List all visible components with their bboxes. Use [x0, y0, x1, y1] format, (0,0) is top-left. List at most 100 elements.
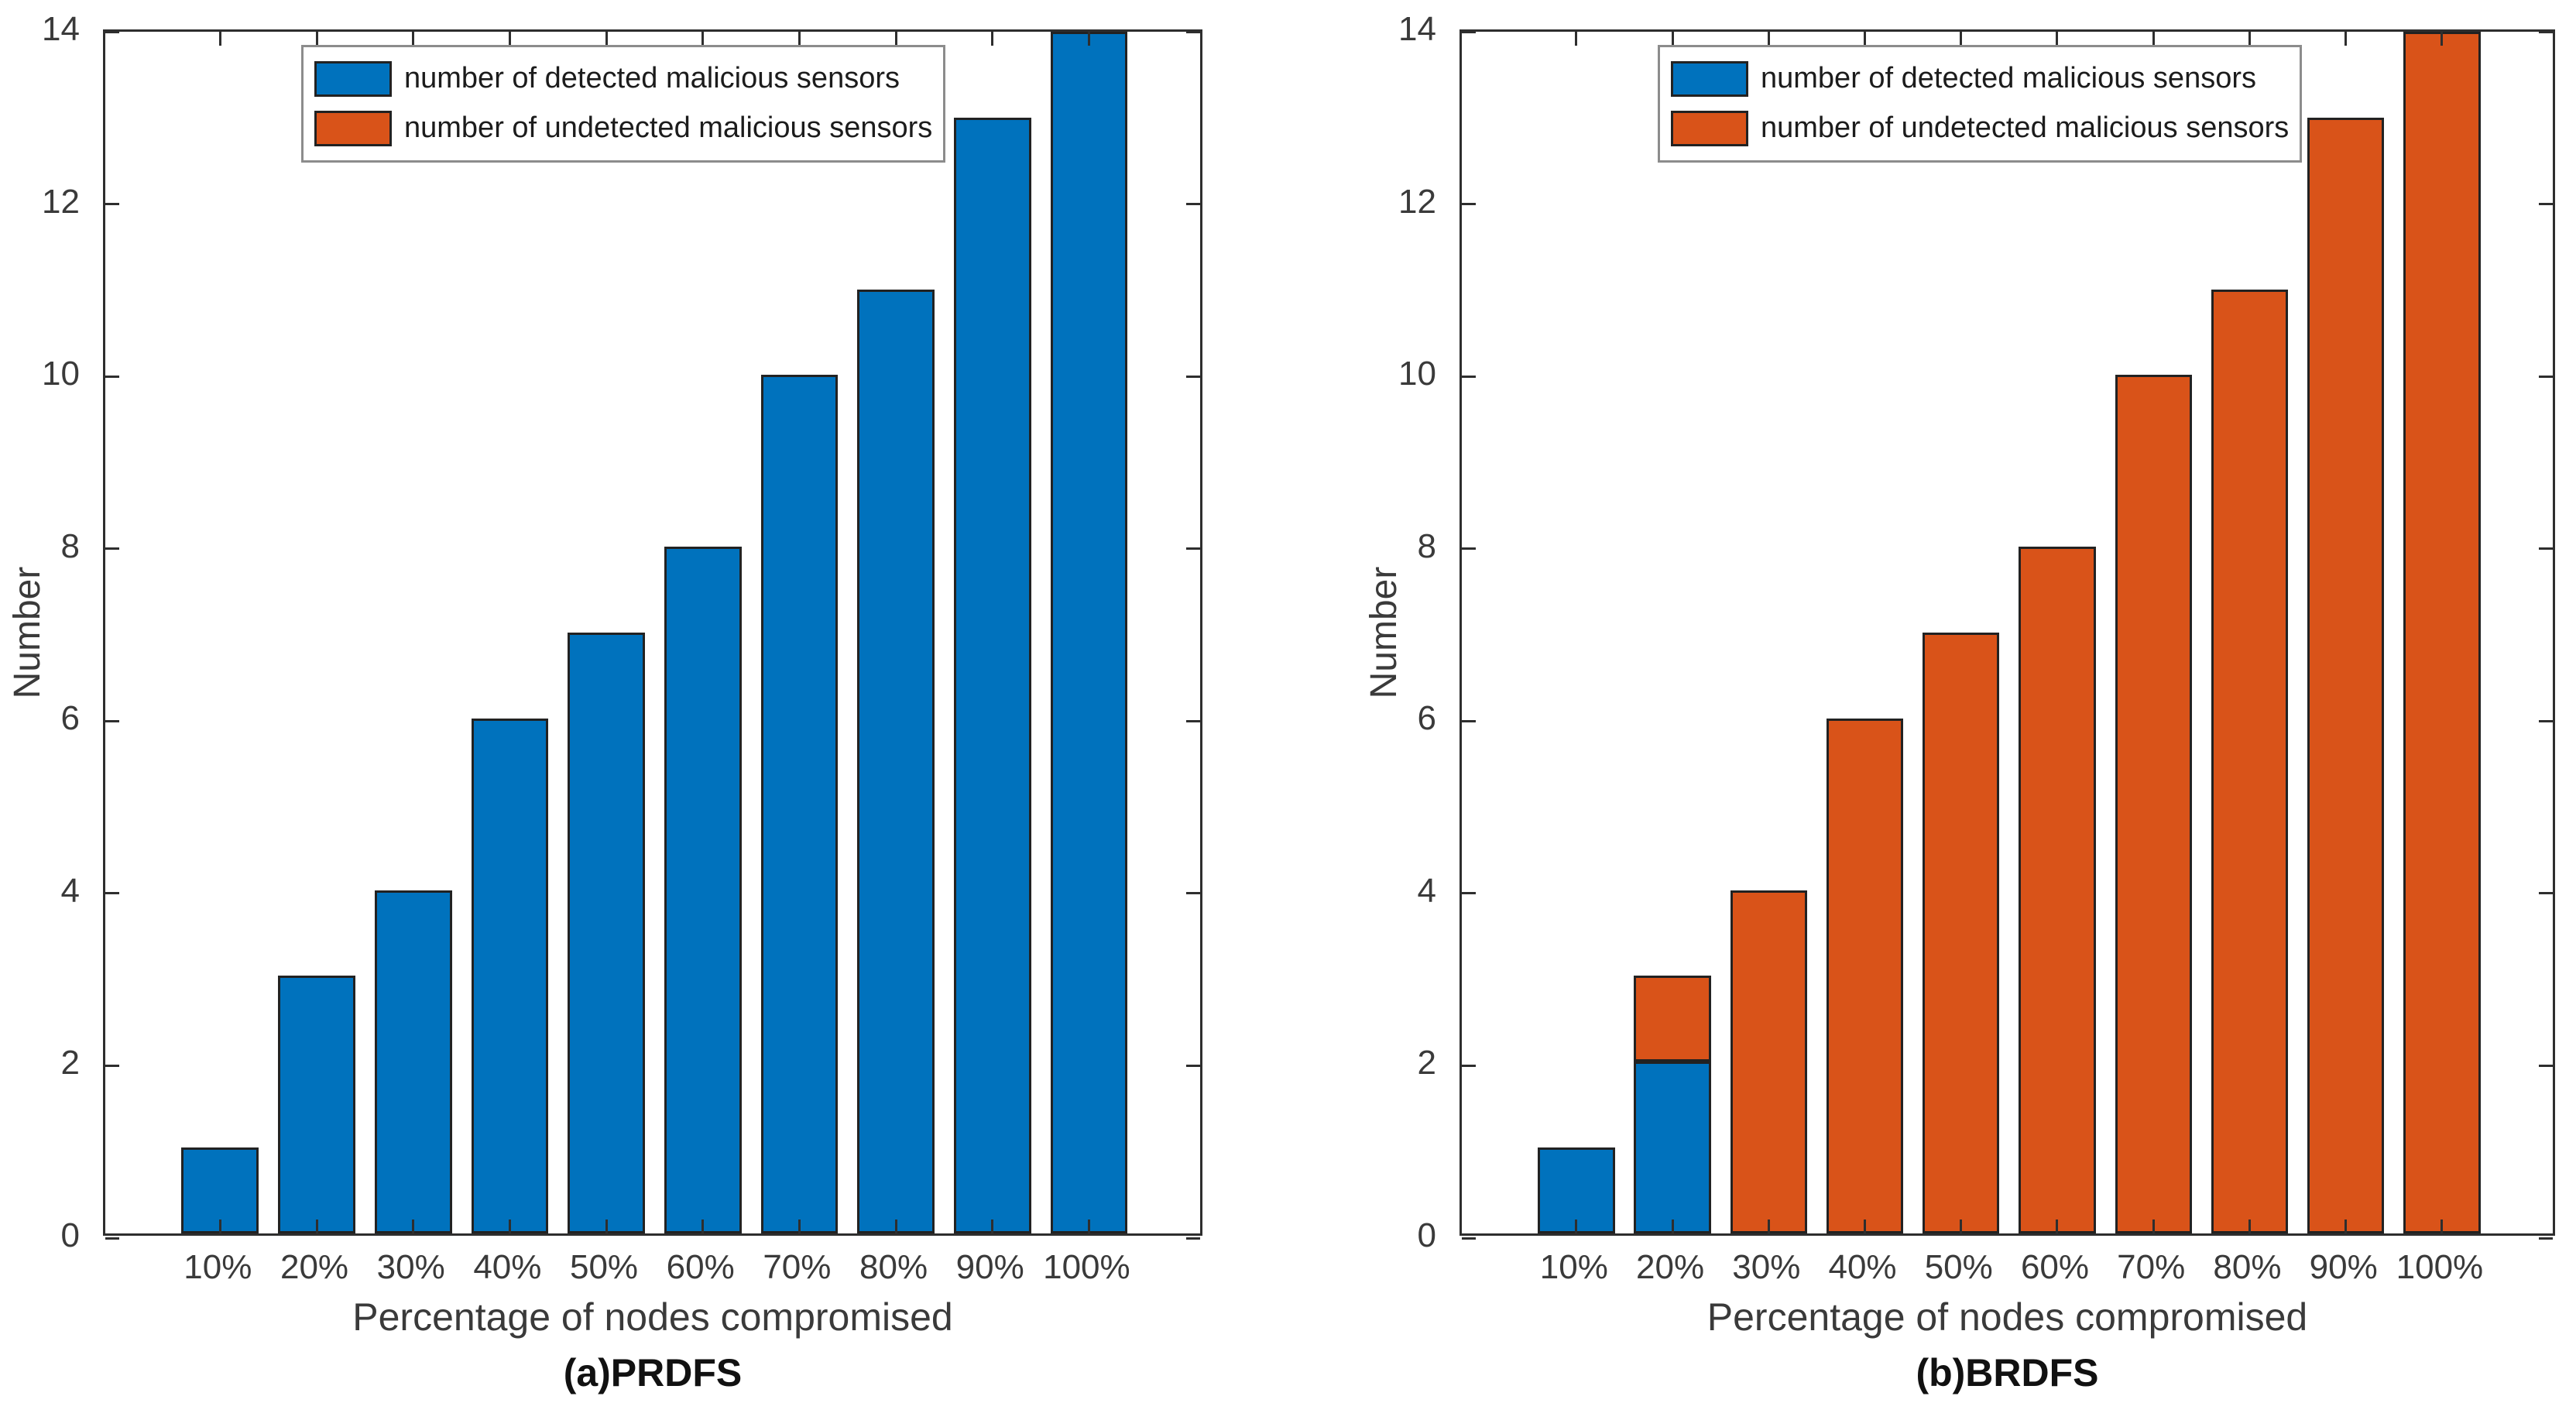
x-tick-label: 30%: [376, 1248, 445, 1286]
plot-area-b: [1460, 29, 2555, 1240]
x-axis-tick: [1671, 32, 1674, 46]
bar-segment-detected: [1050, 32, 1128, 1233]
y-axis-tick: [2539, 375, 2553, 378]
x-axis-tick: [1575, 32, 1578, 46]
bar-group-80%: [857, 32, 935, 1233]
y-axis-tick: [2539, 1064, 2553, 1067]
x-axis-tick: [2056, 32, 2059, 46]
x-tick-label: 60%: [2020, 1248, 2090, 1286]
bar-group-20%: [1634, 32, 1711, 1233]
y-axis-tick: [1462, 375, 1476, 378]
y-tick-label: 2: [1417, 1044, 1436, 1082]
y-tick-label: 8: [60, 527, 80, 565]
x-axis-tick: [2441, 1219, 2444, 1233]
y-tick-label: 0: [60, 1216, 80, 1254]
y-axis-tick: [2539, 30, 2553, 33]
x-axis-tick: [797, 1219, 801, 1233]
x-axis-tick: [2344, 32, 2348, 46]
legend-item-detected: number of detected malicious sensors: [314, 61, 932, 97]
y-axis-tick: [2539, 892, 2553, 895]
bar-group-50%: [568, 32, 645, 1233]
bar-segment-detected: [278, 976, 355, 1233]
bar-segment-detected: [471, 718, 549, 1233]
x-axis-tick: [797, 32, 801, 46]
x-tick-label: 50%: [1924, 1248, 1993, 1286]
y-axis-tick: [105, 892, 119, 895]
legend-item-detected: number of detected malicious sensors: [1671, 61, 2289, 97]
y-axis-tick: [2539, 1237, 2553, 1240]
x-tick-label: 10%: [1539, 1248, 1608, 1286]
y-axis-tick: [105, 30, 119, 33]
x-tick-label: 80%: [859, 1248, 928, 1286]
x-axis-tick: [1087, 1219, 1090, 1233]
y-axis-tick: [2539, 719, 2553, 722]
y-axis-tick: [1186, 1064, 1200, 1067]
bar-segment-undetected: [2211, 289, 2289, 1233]
y-axis-tick: [1462, 892, 1476, 895]
x-axis-tick: [218, 1219, 221, 1233]
bar-group-10%: [181, 32, 259, 1233]
y-axis-label: Number: [7, 566, 48, 699]
y-tick-label: 10: [42, 355, 80, 393]
bar-segment-detected: [568, 633, 645, 1233]
x-tick-label: 30%: [1732, 1248, 1801, 1286]
y-axis-tick: [2539, 203, 2553, 206]
bar-group-100%: [2403, 32, 2481, 1233]
x-axis-tick: [991, 1219, 994, 1233]
legend-label-undetected: number of undetected malicious sensors: [1761, 111, 2290, 145]
legend-label-undetected: number of undetected malicious sensors: [404, 111, 933, 145]
x-axis-tick: [1960, 1219, 1963, 1233]
x-axis-tick: [1864, 32, 1867, 46]
legend-label-detected: number of detected malicious sensors: [404, 62, 900, 95]
x-axis-tick: [2248, 32, 2251, 46]
legend-swatch-detected: [314, 61, 392, 97]
x-axis-tick: [218, 32, 221, 46]
bar-group-60%: [664, 32, 742, 1233]
bar-group-90%: [953, 32, 1031, 1233]
y-tick-label: 14: [1398, 10, 1436, 48]
legend-item-undetected: number of undetected malicious sensors: [314, 111, 932, 146]
x-axis-label: Percentage of nodes compromised: [1706, 1295, 2308, 1339]
bar-segment-detected: [1538, 1147, 1615, 1233]
x-axis-label: Percentage of nodes compromised: [352, 1295, 953, 1339]
bar-group-70%: [2115, 32, 2192, 1233]
bar-group-70%: [760, 32, 839, 1233]
y-axis-tick: [1186, 30, 1200, 33]
x-tick-label: 70%: [763, 1248, 832, 1286]
x-tick-label: 40%: [473, 1248, 542, 1286]
bar-group-100%: [1050, 32, 1128, 1233]
bar-group-30%: [374, 32, 452, 1233]
bar-group-50%: [1923, 32, 2000, 1233]
y-axis-label: Number: [1363, 566, 1405, 699]
y-axis-tick: [1186, 719, 1200, 722]
x-axis-tick: [412, 32, 415, 46]
legend: number of detected malicious sensors num…: [301, 45, 946, 163]
x-axis-tick: [894, 32, 897, 46]
x-axis-tick: [1575, 1219, 1578, 1233]
x-axis-tick: [508, 1219, 511, 1233]
x-axis-tick: [315, 32, 318, 46]
bar-group-90%: [2307, 32, 2385, 1233]
x-tick-label: 40%: [1828, 1248, 1897, 1286]
chart-title: (a)PRDFS: [563, 1351, 743, 1394]
bar-segment-undetected: [2115, 375, 2192, 1233]
legend-item-undetected: number of undetected malicious sensors: [1671, 111, 2289, 146]
x-tick-label: 100%: [2396, 1248, 2484, 1286]
bar-segment-detected: [374, 890, 452, 1233]
x-axis-tick: [1671, 1219, 1674, 1233]
y-axis-tick: [105, 1237, 119, 1240]
x-axis-tick: [2152, 1219, 2155, 1233]
bar-group-10%: [1538, 32, 1615, 1233]
x-axis-tick: [991, 32, 994, 46]
bar-group-80%: [2211, 32, 2289, 1233]
x-axis-tick: [1864, 1219, 1867, 1233]
x-tick-label: 100%: [1043, 1248, 1130, 1286]
bar-segment-undetected: [2403, 32, 2481, 1233]
y-tick-label: 8: [1417, 527, 1436, 565]
bar-segment-detected: [953, 117, 1031, 1233]
y-axis-tick: [1186, 547, 1200, 551]
y-axis-tick: [1462, 1237, 1476, 1240]
x-axis-tick: [605, 32, 608, 46]
